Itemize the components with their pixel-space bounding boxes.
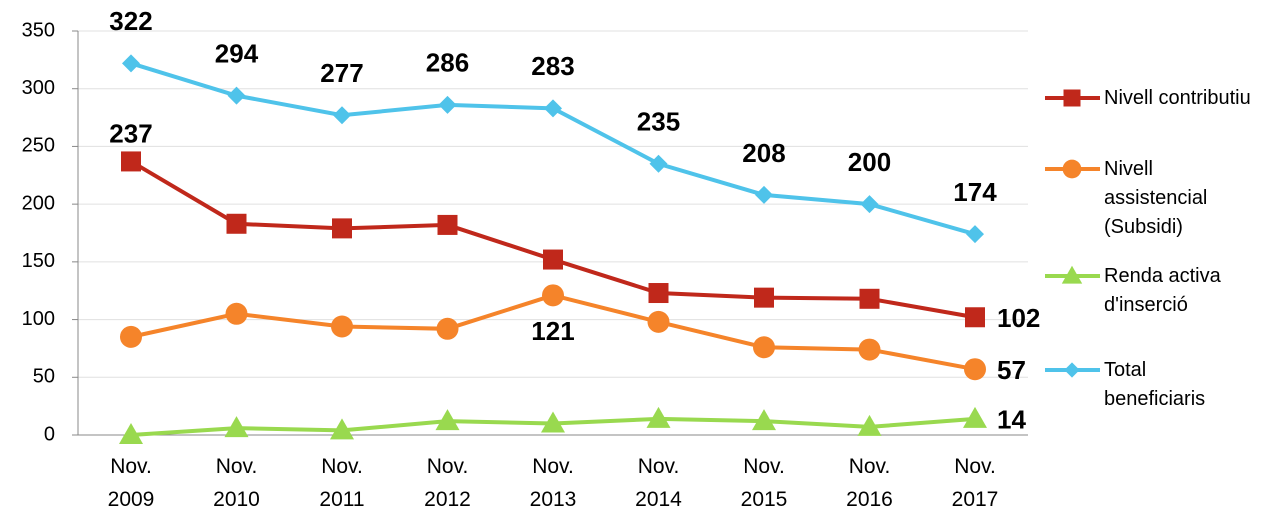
y-tick-label: 250 [22,135,55,157]
y-tick-label: 0 [44,423,55,445]
marker [226,213,247,234]
marker [332,218,352,239]
marker [331,315,353,338]
x-tick-label: Nov. 2013 [529,455,577,507]
marker [963,406,987,428]
data-label: 102 [997,303,1040,333]
data-label: 286 [426,48,469,78]
x-tick-label: Nov. 2016 [846,455,893,507]
marker [120,325,142,348]
data-label: 57 [997,355,1026,385]
data-label: 200 [848,147,891,177]
marker [1061,265,1083,284]
y-tick-label: 200 [22,192,55,214]
marker [542,284,564,307]
marker [224,416,249,438]
marker [227,86,246,105]
marker [437,214,458,235]
marker [646,406,671,428]
marker [860,195,879,214]
marker [543,249,563,270]
data-label: 14 [997,405,1026,435]
marker [753,336,775,359]
marker [436,317,459,340]
data-label: 174 [953,177,997,207]
marker [1064,362,1080,378]
y-tick-label: 150 [22,250,55,272]
x-tick-label: Nov. 2017 [951,455,999,507]
marker [648,283,669,304]
legend-label: Nivell assistencial (Subsidi) [1104,158,1208,238]
data-label: 208 [742,138,785,168]
marker [647,310,670,333]
data-label: 121 [531,316,574,346]
data-label: 237 [109,118,152,148]
x-tick-label: Nov. 2012 [424,455,471,507]
marker [859,288,880,309]
data-label: 322 [109,6,152,36]
data-label: 294 [215,39,259,69]
y-tick-label: 50 [33,366,55,388]
marker [649,154,668,173]
legend-label: Total beneficiaris [1104,359,1206,410]
data-label: 235 [637,107,680,137]
marker [858,338,881,361]
marker [333,106,351,125]
y-tick-label: 300 [22,77,55,99]
marker [754,287,774,308]
x-tick-label: Nov. 2015 [740,455,788,507]
data-label: 283 [531,51,574,81]
marker [752,409,776,431]
marker [438,95,457,114]
legend-label: Nivell contributiu [1104,87,1251,109]
marker [225,302,248,325]
marker [435,409,460,431]
marker [964,358,986,381]
y-tick-label: 350 [22,19,55,41]
x-tick-label: Nov. 2010 [213,455,260,507]
legend-label: Renda activa d'inserció [1104,265,1221,316]
marker [966,225,984,244]
data-label: 277 [320,58,363,88]
marker [755,185,773,204]
marker [119,423,143,444]
x-tick-label: Nov. 2009 [107,455,155,507]
marker [541,411,565,433]
x-tick-label: Nov. 2011 [319,455,365,507]
marker [122,54,140,73]
y-tick-label: 100 [22,308,55,330]
marker [1063,89,1081,107]
marker [121,151,141,172]
marker [857,414,882,436]
marker [1062,159,1082,179]
marker [330,418,354,440]
marker [544,99,562,118]
marker [965,307,985,328]
x-tick-label: Nov. 2014 [635,455,682,507]
